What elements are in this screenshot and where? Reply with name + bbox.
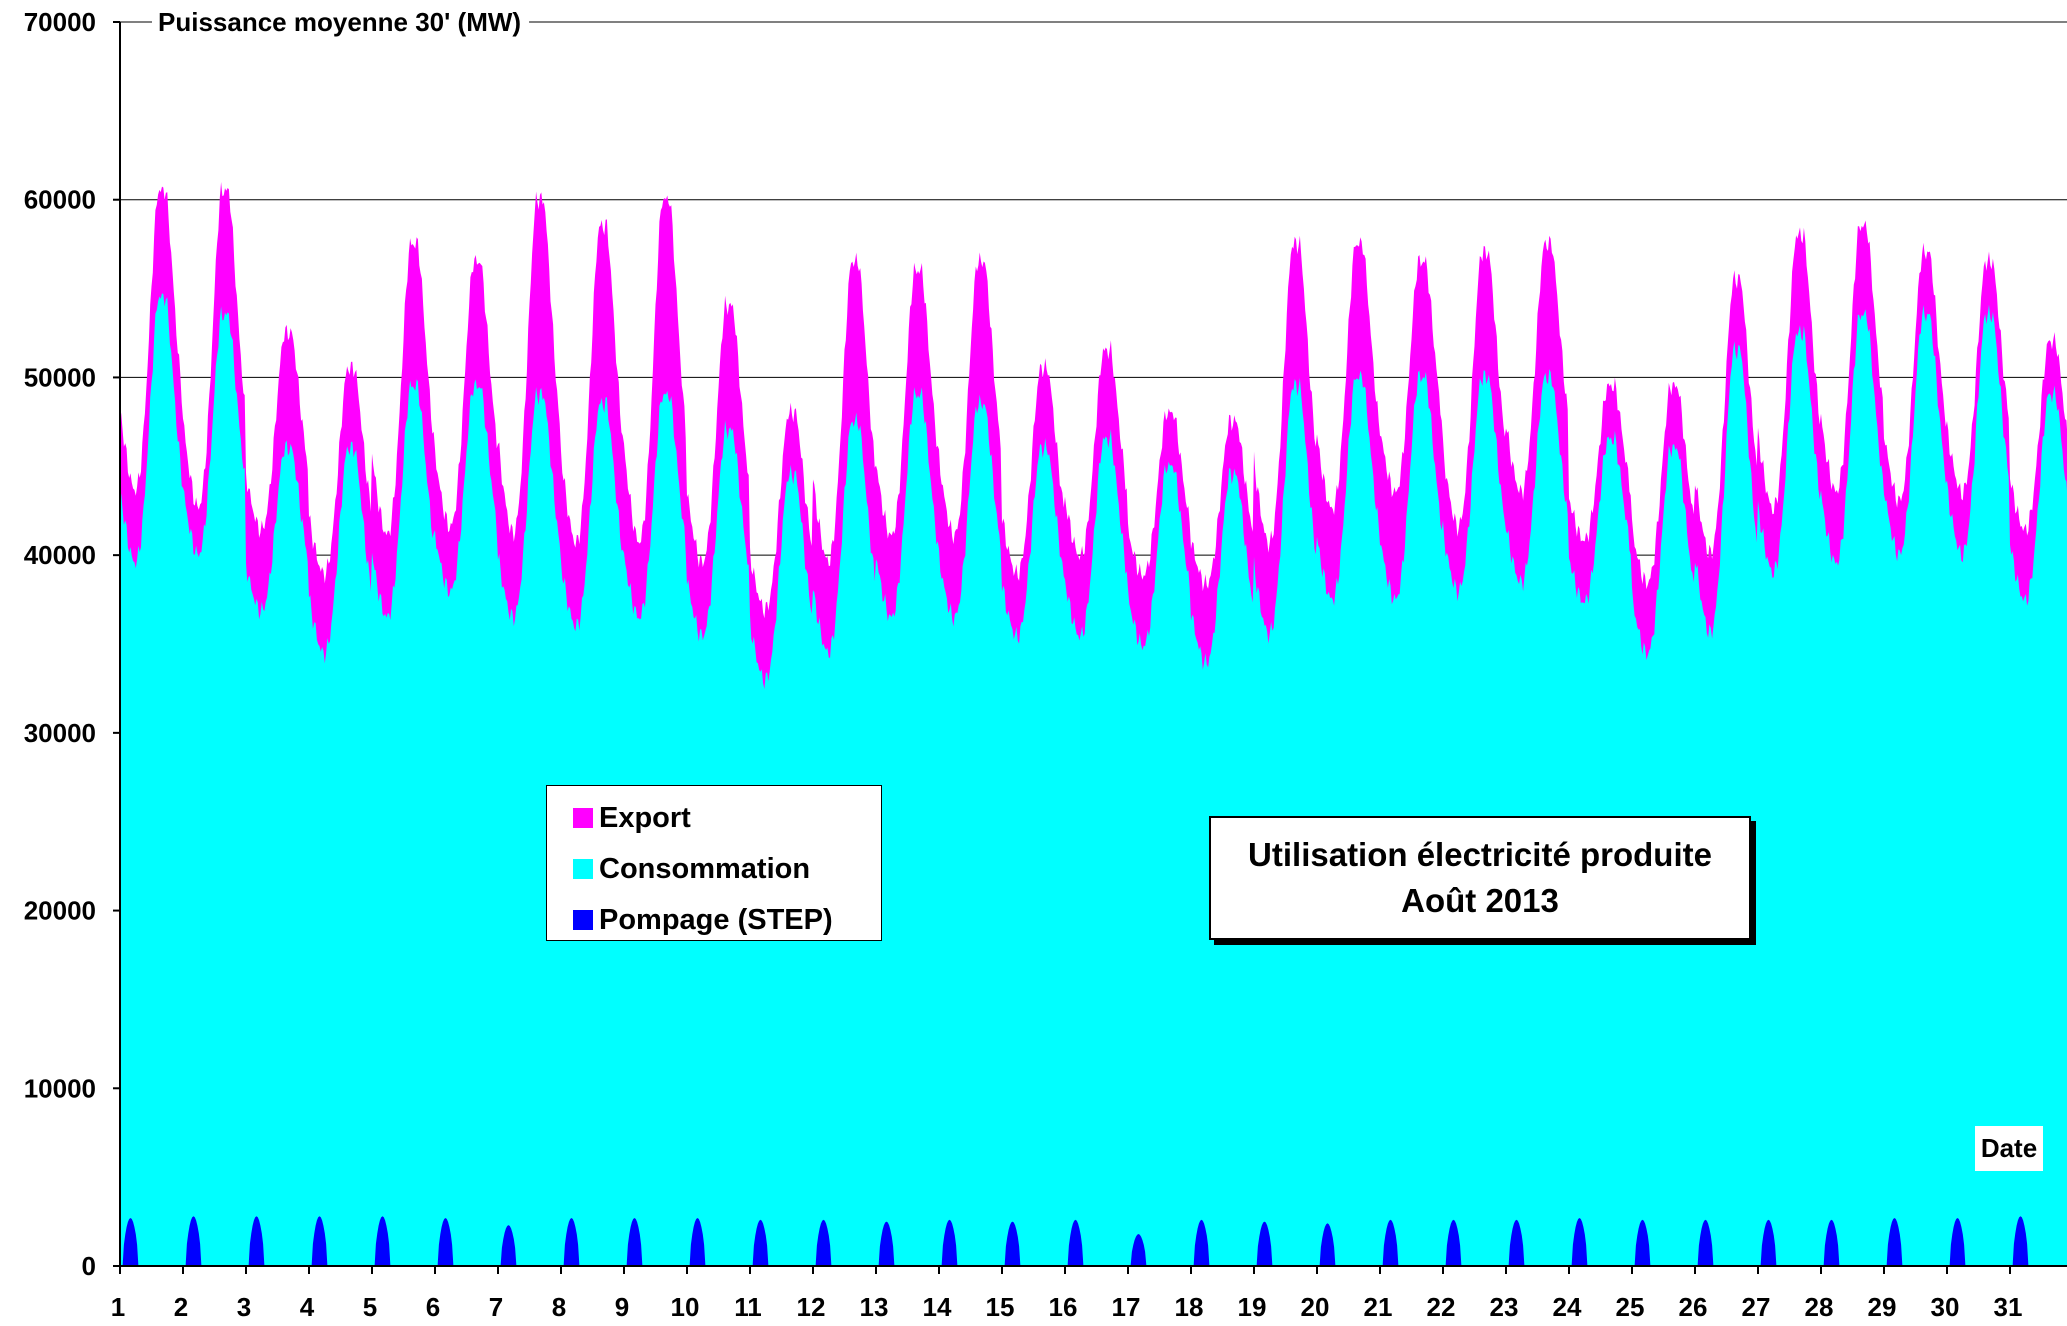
chart-title-box: Utilisation électricité produite Août 20… bbox=[1209, 816, 1751, 940]
x-tick-label: 16 bbox=[1049, 1292, 1078, 1322]
x-tick-label: 19 bbox=[1238, 1292, 1267, 1322]
x-tick-label: 27 bbox=[1742, 1292, 1771, 1322]
x-tick-label: 4 bbox=[300, 1292, 315, 1322]
y-tick-label: 70000 bbox=[24, 7, 96, 37]
y-axis-title-background bbox=[152, 10, 530, 36]
x-tick-label: 31 bbox=[1994, 1292, 2023, 1322]
legend-swatch-export bbox=[573, 808, 593, 828]
x-tick-label: 23 bbox=[1490, 1292, 1519, 1322]
x-tick-label: 21 bbox=[1364, 1292, 1393, 1322]
area-pompage bbox=[120, 1216, 2067, 1266]
x-tick-label: 3 bbox=[237, 1292, 251, 1322]
area-consommation bbox=[120, 293, 2067, 1266]
y-tick-label: 0 bbox=[82, 1251, 96, 1281]
x-tick-label: 9 bbox=[615, 1292, 629, 1322]
x-tick-label: 11 bbox=[734, 1292, 762, 1322]
legend: Export Consommation Pompage (STEP) bbox=[546, 785, 882, 941]
legend-swatch-consommation bbox=[573, 859, 593, 879]
y-tick-label: 40000 bbox=[24, 540, 96, 570]
x-tick-label: 29 bbox=[1868, 1292, 1897, 1322]
x-tick-label: 25 bbox=[1616, 1292, 1645, 1322]
legend-label-consommation: Consommation bbox=[599, 852, 811, 885]
x-tick-label: 18 bbox=[1175, 1292, 1204, 1322]
chart-title: Utilisation électricité produite bbox=[1248, 836, 1712, 873]
legend-item-consommation: Consommation bbox=[573, 849, 810, 889]
y-tick-labels: 0 10000 20000 30000 40000 50000 60000 70000 bbox=[24, 7, 96, 1281]
x-tick-label: 28 bbox=[1805, 1292, 1834, 1322]
legend-swatch-pompage bbox=[573, 910, 593, 930]
x-tick-label: 24 bbox=[1553, 1292, 1582, 1322]
x-axis-title: Date bbox=[1975, 1126, 2043, 1171]
y-tick-label: 20000 bbox=[24, 896, 96, 926]
x-tick-label: 26 bbox=[1679, 1292, 1708, 1322]
x-tick-label: 2 bbox=[174, 1292, 188, 1322]
y-axis-title: Puissance moyenne 30' (MW) bbox=[158, 7, 521, 37]
x-tick-label: 13 bbox=[860, 1292, 889, 1322]
legend-label-pompage: Pompage (STEP) bbox=[599, 903, 833, 936]
x-tick-label: 15 bbox=[986, 1292, 1015, 1322]
x-tick-label: 20 bbox=[1301, 1292, 1330, 1322]
legend-label-export: Export bbox=[599, 801, 691, 834]
area-series bbox=[120, 182, 2067, 1266]
chart-subtitle: Août 2013 bbox=[1401, 882, 1559, 919]
x-tick-label: 1 bbox=[111, 1292, 125, 1322]
x-tick-label: 22 bbox=[1427, 1292, 1456, 1322]
x-tick-labels: 1 2 3 4 5 6 7 8 9 10 11 12 13 14 15 16 17 18 19 20 21 22 23 24 2… bbox=[111, 1292, 2023, 1322]
y-tick-label: 60000 bbox=[24, 185, 96, 215]
y-tick-label: 30000 bbox=[24, 718, 96, 748]
x-tick-label: 5 bbox=[363, 1292, 377, 1322]
x-tick-label: 6 bbox=[426, 1292, 440, 1322]
x-tick-label: 30 bbox=[1931, 1292, 1960, 1322]
x-tick-label: 10 bbox=[671, 1292, 700, 1322]
x-tick-label: 17 bbox=[1112, 1292, 1141, 1322]
legend-item-export: Export bbox=[573, 798, 691, 838]
x-tick-label: 14 bbox=[923, 1292, 952, 1322]
y-tick-label: 10000 bbox=[24, 1073, 96, 1103]
x-tick-label: 7 bbox=[489, 1292, 503, 1322]
x-tick-label: 8 bbox=[552, 1292, 566, 1322]
x-tick-label: 12 bbox=[797, 1292, 826, 1322]
axes bbox=[113, 21, 2067, 1274]
legend-item-pompage: Pompage (STEP) bbox=[573, 900, 833, 940]
y-tick-label: 50000 bbox=[24, 362, 96, 392]
